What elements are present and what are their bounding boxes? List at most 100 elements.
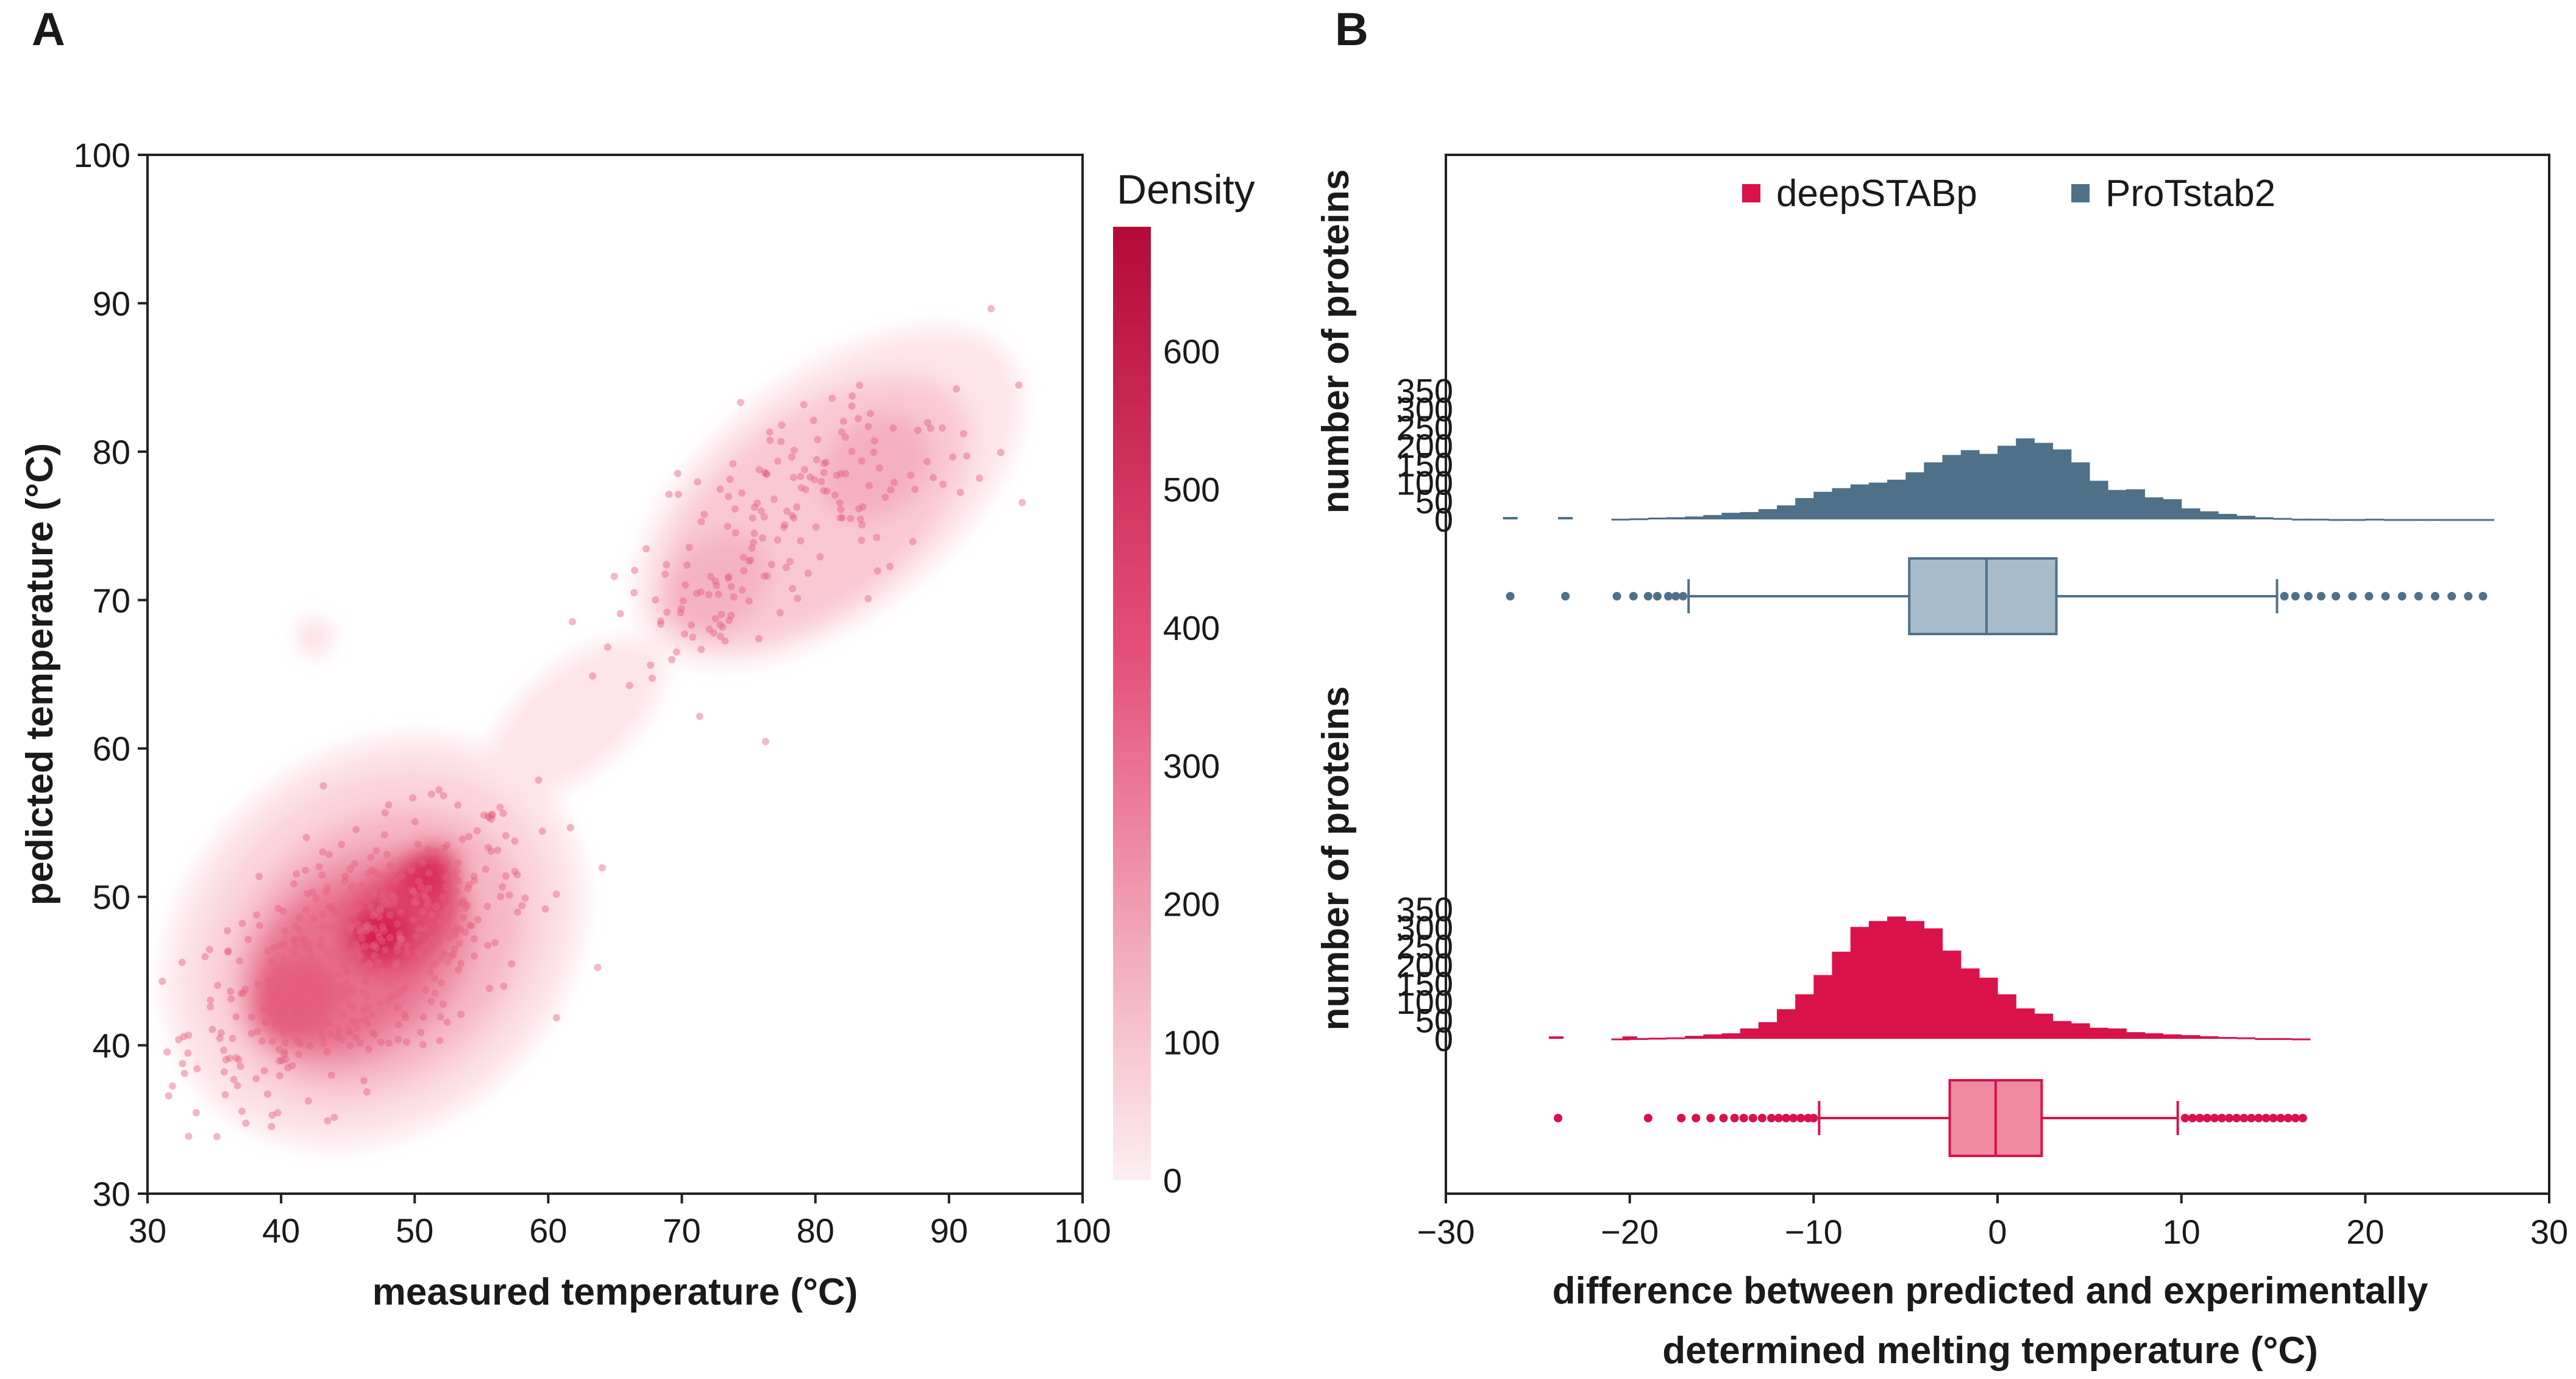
scatter-point (816, 553, 824, 561)
scatter-point (358, 894, 366, 902)
scatter-point (672, 648, 680, 656)
scatter-point (383, 896, 391, 903)
outlier-point (2280, 592, 2289, 600)
scatter-point (350, 910, 358, 918)
scatter-point (452, 867, 460, 875)
scatter-point (321, 988, 329, 996)
scatter-point (369, 911, 377, 919)
scatter-point (344, 995, 352, 1003)
histogram-bar (1998, 994, 2016, 1039)
scatter-point (683, 561, 691, 569)
scatter-point (403, 941, 411, 949)
scatter-point (343, 969, 351, 977)
scatter-point (870, 448, 878, 456)
scatter-point (429, 935, 437, 943)
axes-b: −30 −20 −10 0 10 20 30050100150200250300350050… (1397, 372, 2569, 1251)
scatter-point (348, 989, 356, 996)
scatter-point (783, 507, 791, 515)
scatter-point (384, 997, 392, 1005)
scatter-point (412, 932, 420, 940)
scatter-point (569, 618, 576, 625)
legend-swatch (2071, 184, 2090, 202)
x-axis-label-a: measured temperature (°C) (372, 1271, 858, 1313)
scatter-point (302, 906, 310, 914)
scatter-point (789, 585, 797, 593)
scatter-point (782, 563, 790, 571)
scatter-point (276, 942, 284, 950)
scatter-point (833, 471, 841, 479)
scatter-point (455, 939, 463, 947)
scatter-point (873, 567, 881, 575)
histogram-bar (2144, 497, 2164, 519)
scatter-point (731, 529, 739, 536)
scatter-point (341, 958, 348, 966)
scatter-point (376, 906, 384, 914)
histogram-bar (1868, 921, 1888, 1039)
scatter-point (789, 474, 797, 482)
x-tick-label-a: 50 (396, 1211, 433, 1250)
scatter-point (424, 901, 432, 909)
y-tick-label-b-top: 350 (1397, 372, 1453, 410)
scatter-point (284, 979, 292, 987)
scatter-point (394, 959, 402, 967)
scatter-point (437, 979, 445, 986)
histogram-bar (1740, 511, 1759, 519)
density-contour (486, 639, 664, 799)
scatter-point (396, 930, 404, 938)
outlier-point (2232, 1114, 2241, 1122)
outlier-point (2269, 1114, 2278, 1122)
histogram-bar (1740, 1028, 1759, 1039)
scatter-point (290, 936, 298, 944)
outlier-point (1796, 1114, 1806, 1122)
scatter-point (1018, 499, 1026, 507)
scatter-point (227, 988, 235, 996)
scatter-point (661, 570, 669, 578)
scatter-point (193, 1065, 201, 1073)
scatter-point (273, 1013, 281, 1021)
scatter-point (319, 782, 327, 790)
y-axis-label-a: pedicted temperature (°C) (19, 443, 61, 906)
scatter-point (499, 810, 507, 818)
scatter-point (342, 981, 350, 989)
outlier-point (2478, 592, 2488, 600)
scatter-point (403, 1038, 410, 1046)
scatter-point (417, 1028, 425, 1036)
scatter-point (911, 485, 919, 493)
scatter-point (714, 590, 722, 598)
scatter-point (305, 1013, 313, 1021)
scatter-point (301, 935, 308, 942)
scatter-point (466, 922, 474, 930)
histogram-bar (2126, 1032, 2145, 1039)
scatter-point (363, 1088, 371, 1096)
scatter-point (836, 499, 844, 507)
scatter-point (352, 1033, 360, 1041)
scatter-point (343, 909, 350, 917)
x-tick-label-a: 70 (663, 1211, 700, 1250)
scatter-point (511, 868, 519, 875)
histogram-bar (2089, 480, 2108, 519)
scatter-point (677, 605, 685, 613)
scatter-point (334, 908, 342, 916)
outlier-point (2332, 592, 2341, 600)
scatter-point (232, 1054, 240, 1062)
outlier-point (1774, 1114, 1784, 1122)
scatter-point (380, 831, 388, 839)
scatter-point (317, 1025, 325, 1033)
scatter-point (749, 538, 757, 546)
scatter-point (727, 583, 735, 590)
scatter-point (372, 944, 380, 952)
scatter-point (956, 488, 964, 496)
scatter-point (342, 988, 350, 996)
outlier-point (2180, 1114, 2190, 1122)
scatter-point (280, 986, 288, 994)
scatter-point (280, 991, 288, 999)
scatter-point (307, 964, 315, 972)
scatter-point (647, 661, 655, 669)
y-tick-label-a: 50 (93, 878, 130, 916)
scatter-point (381, 946, 389, 953)
histogram-bar (2016, 1008, 2035, 1039)
scatter-point (455, 966, 462, 974)
scatter-point (428, 961, 436, 969)
scatter-point (296, 926, 304, 934)
scatter-point (308, 888, 316, 896)
